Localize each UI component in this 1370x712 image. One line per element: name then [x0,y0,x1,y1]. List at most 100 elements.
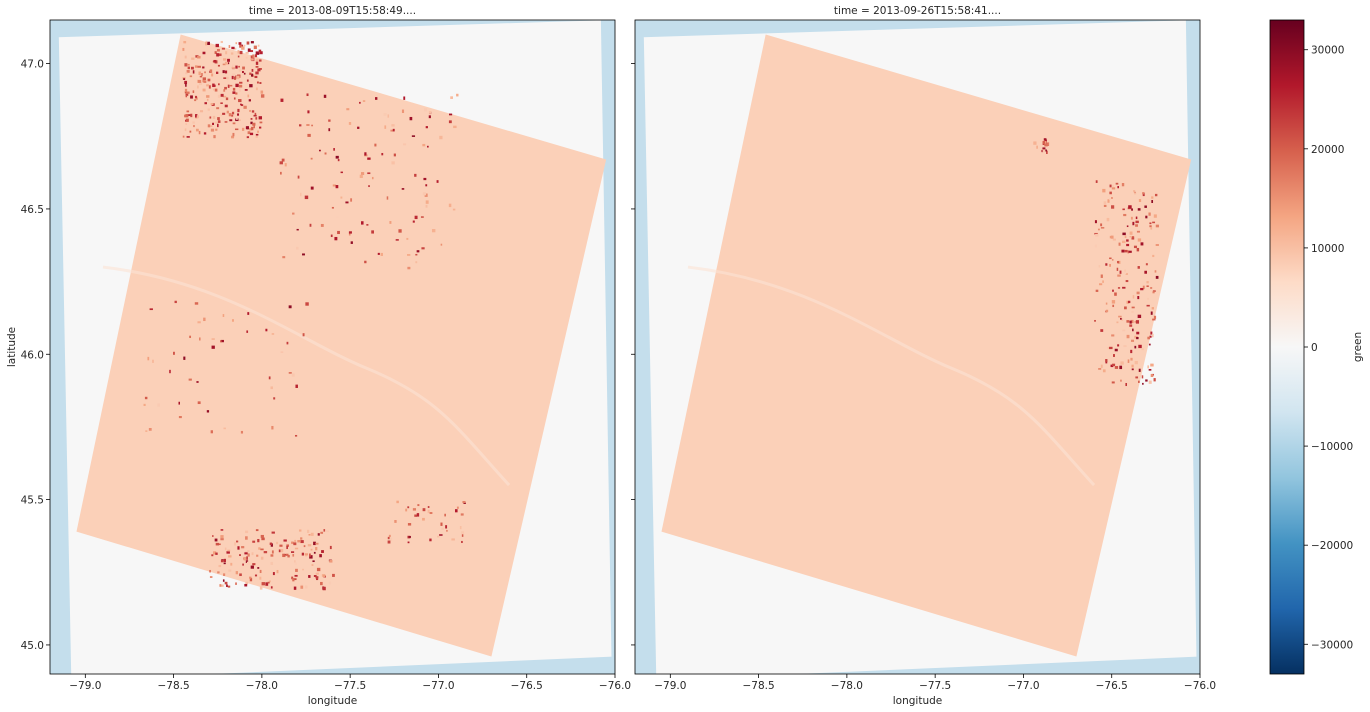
hotspot-pixel [1135,220,1139,224]
hotspot-pixel [1112,363,1116,367]
hotspot-pixel [225,51,228,55]
hotspot-pixel [1151,307,1154,310]
hotspot-pixel [223,89,226,92]
hotspot-pixel [169,369,171,374]
hotspot-pixel [1118,260,1121,264]
hotspot-pixel [427,145,429,148]
hotspot-pixel [249,576,252,579]
hotspot-pixel [1124,235,1127,239]
hotspot-pixel [286,544,290,547]
hotspot-pixel [235,65,238,69]
colorbar-gradient [1269,19,1305,675]
hotspot-pixel [224,581,228,585]
hotspot-pixel [1041,149,1044,153]
hotspot-pixel [222,314,225,317]
hotspot-pixel [1150,227,1153,230]
hotspot-pixel [319,554,322,558]
hotspot-pixel [1127,359,1130,363]
x-tick-label: −76.5 [511,680,543,692]
hotspot-pixel [185,118,189,122]
hotspot-pixel [1094,220,1097,224]
hotspot-pixel [220,529,224,531]
hotspot-pixel [197,321,201,324]
hotspot-pixel [215,542,219,546]
hotspot-pixel [228,569,232,572]
hotspot-pixel [1152,254,1155,258]
hotspot-pixel [192,70,195,74]
hotspot-pixel [1116,267,1119,271]
hotspot-pixel [1150,363,1154,367]
hotspot-pixel [257,538,260,543]
hotspot-pixel [235,83,239,88]
hotspot-pixel [331,206,334,209]
hotspot-pixel [231,111,235,115]
hotspot-pixel [194,302,199,305]
hotspot-pixel [1136,230,1141,233]
hotspot-pixel [1119,270,1122,274]
hotspot-pixel [307,133,311,137]
hotspot-pixel [300,583,303,586]
hotspot-pixel [255,529,259,532]
hotspot-pixel [333,148,335,151]
hotspot-pixel [258,59,262,62]
hotspot-pixel [293,586,297,590]
hotspot-pixel [1148,380,1152,384]
hotspot-pixel [217,64,220,67]
hotspot-pixel [422,508,426,512]
hotspot-pixel [348,231,352,234]
hotspot-pixel [416,513,420,517]
hotspot-pixel [246,126,249,130]
hotspot-pixel [322,586,326,591]
hotspot-pixel [1144,205,1147,208]
hotspot-pixel [452,208,456,211]
hotspot-pixel [231,75,234,80]
hotspot-pixel [253,114,257,117]
y-axis-label: latitude [6,327,18,367]
hotspot-pixel [210,430,213,434]
hotspot-pixel [220,340,222,343]
hotspot-pixel [1149,335,1152,338]
hotspot-pixel [220,114,223,117]
hotspot-pixel [1123,345,1127,348]
hotspot-pixel [1105,302,1108,305]
hotspot-pixel [428,115,431,119]
hotspot-pixel [291,541,294,544]
hotspot-pixel [202,51,206,55]
hotspot-pixel [192,121,195,124]
hotspot-pixel [364,152,367,156]
hotspot-pixel [202,410,205,413]
hotspot-pixel [361,221,364,225]
hotspot-pixel [1106,217,1110,222]
hotspot-pixel [294,560,296,563]
hotspot-pixel [1117,344,1120,347]
hotspot-pixel [282,256,286,259]
hotspot-pixel [422,517,425,521]
hotspot-pixel [233,76,237,80]
hotspot-pixel [183,78,186,80]
hotspot-pixel [1100,227,1105,229]
hotspot-pixel [1145,379,1148,382]
axes-frame-1 [634,19,1201,675]
hotspot-pixel [462,500,466,504]
hotspot-pixel [212,83,215,88]
hotspot-pixel [1146,281,1149,284]
hotspot-pixel [1137,208,1141,211]
hotspot-pixel [246,79,249,82]
hotspot-pixel [243,556,247,561]
hotspot-pixel [185,123,188,125]
hotspot-pixel [456,506,459,509]
hotspot-pixel [417,504,420,507]
hotspot-pixel [243,72,246,75]
hotspot-pixel [1137,266,1140,269]
hotspot-pixel [1126,243,1130,247]
hotspot-pixel [236,116,238,120]
hotspot-pixel [357,126,360,129]
river-texture [102,265,511,487]
hotspot-pixel [211,338,215,341]
hotspot-pixel [214,538,218,542]
edge-sliver-1 [50,20,72,674]
hotspot-pixel [1133,190,1136,193]
hotspot-pixel [255,61,259,65]
edge-sliver-0 [50,20,612,38]
hotspot-pixel [297,175,300,179]
